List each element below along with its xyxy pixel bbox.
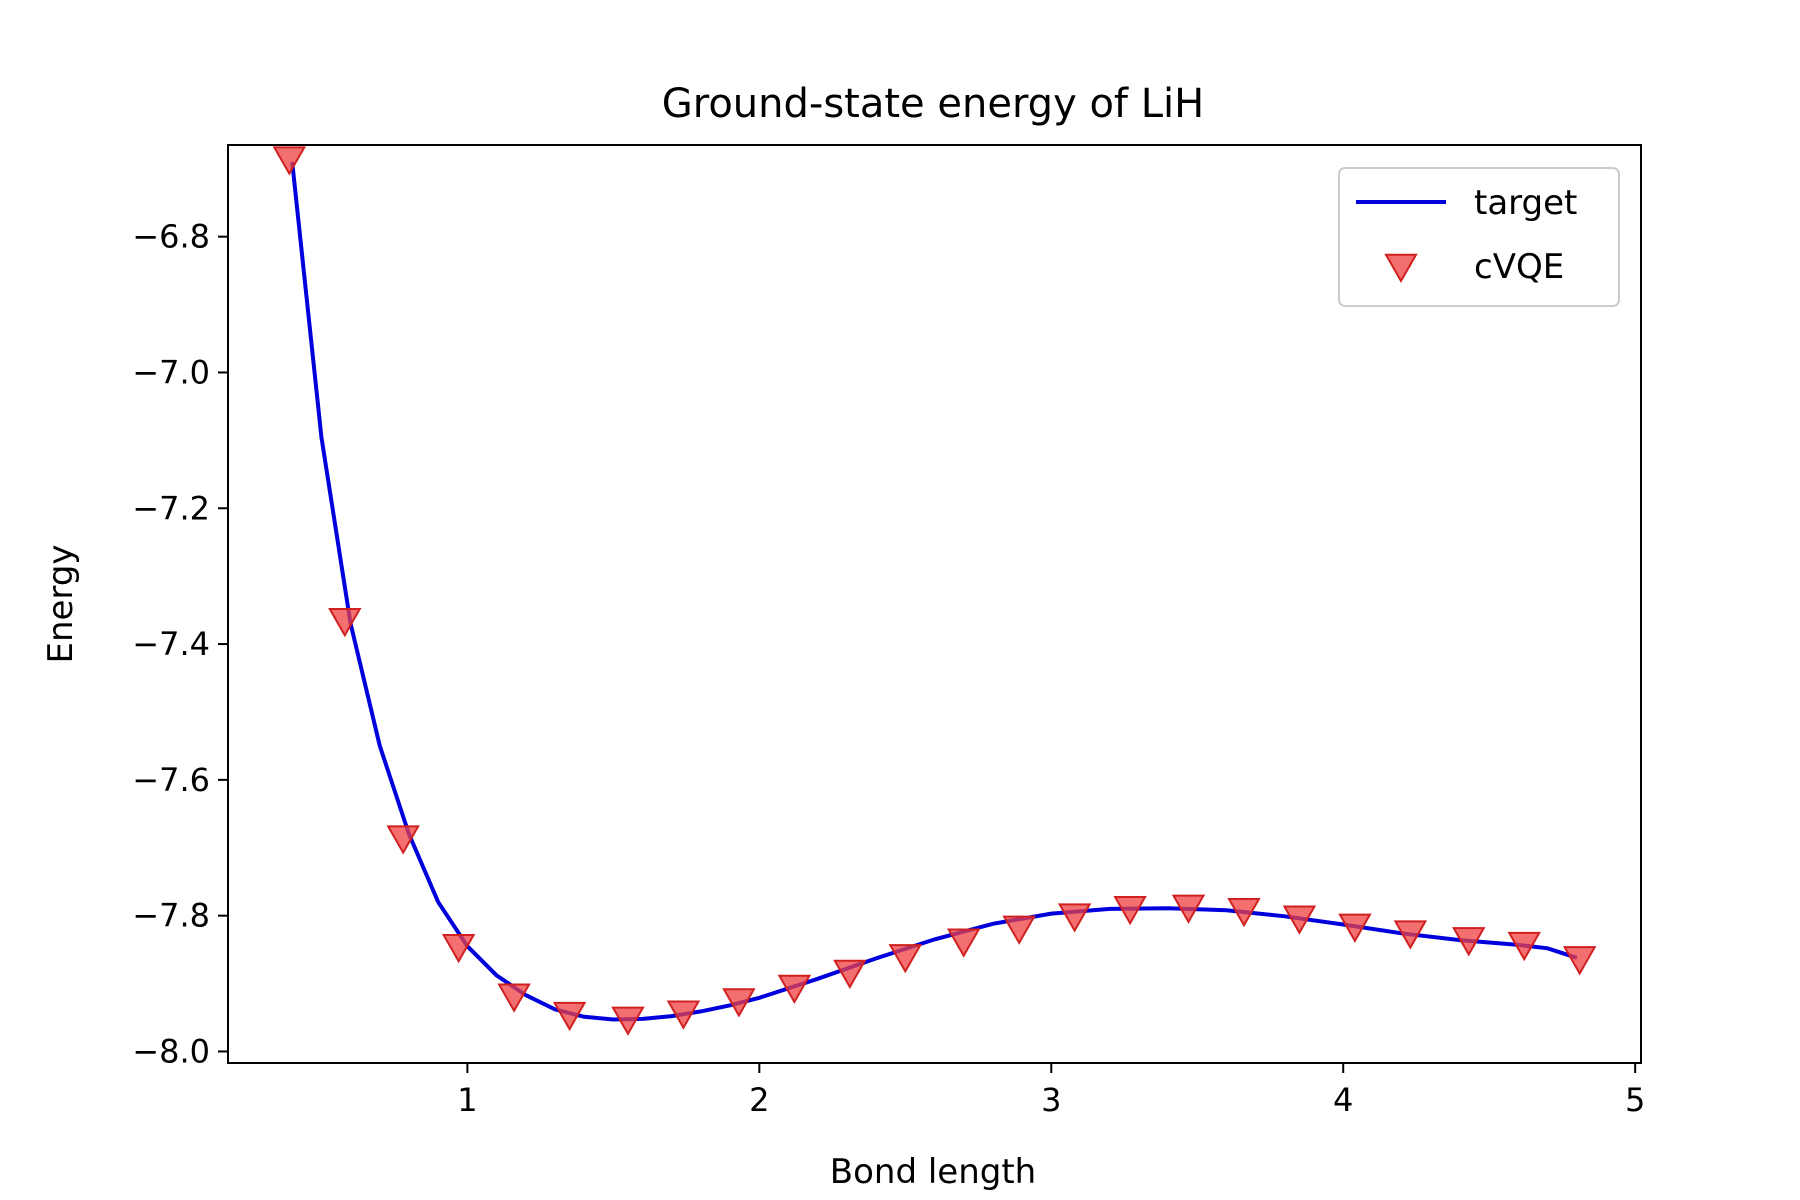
cvqe-point: [1057, 903, 1092, 933]
cvqe-point: [441, 933, 476, 964]
cvqe-point: [666, 1000, 701, 1030]
cvqe-point: [1002, 915, 1036, 945]
y-tick-label: −7.4: [132, 625, 210, 663]
legend-cvqe-marker: [1384, 253, 1418, 284]
cvqe-point: [552, 1001, 587, 1032]
cvqe-point: [777, 974, 812, 1004]
cvqe-point: [1562, 946, 1597, 976]
plot-frame: [227, 144, 1642, 1064]
cvqe-point: [1393, 920, 1428, 950]
y-axis-label: Energy: [41, 544, 81, 663]
cvqe-point: [272, 146, 307, 176]
cvqe-point: [888, 944, 923, 974]
x-tick-label: 5: [1625, 1081, 1645, 1119]
cvqe-point: [722, 988, 756, 1018]
cvqe-point: [833, 959, 867, 990]
cvqe-point: [1338, 913, 1372, 943]
x-tick-label: 4: [1333, 1081, 1353, 1119]
x-tick-label: 1: [457, 1081, 477, 1119]
y-axis: −8.0 −7.8 −7.6 −7.4 −7.2 −7.0 −6.8: [132, 218, 228, 1070]
y-tick-label: −6.8: [132, 218, 210, 256]
legend-target-label: target: [1474, 183, 1577, 223]
y-tick-label: −7.6: [132, 761, 210, 799]
legend: target cVQE: [1338, 167, 1620, 307]
plot-area: [272, 146, 1597, 1036]
x-tick-label: 2: [749, 1081, 769, 1119]
x-tick-label: 3: [1041, 1081, 1061, 1119]
cvqe-point: [1113, 895, 1147, 926]
y-tick-label: −8.0: [132, 1032, 210, 1070]
legend-cvqe-label: cVQE: [1474, 247, 1564, 287]
cvqe-point: [1507, 931, 1541, 962]
y-tick-label: −7.0: [132, 353, 210, 391]
cvqe-point: [946, 928, 981, 958]
cvqe-point: [611, 1006, 645, 1036]
cvqe-point: [497, 983, 531, 1013]
x-axis-label: Bond length: [830, 1152, 1036, 1192]
x-axis: 1 2 3 4 5: [457, 1063, 1645, 1119]
y-tick-label: −7.2: [132, 489, 210, 527]
cvqe-point: [1227, 897, 1261, 928]
cvqe-point: [1282, 905, 1317, 935]
chart-title: Ground-state energy of LiH: [662, 81, 1204, 127]
cvqe-point: [1171, 894, 1206, 924]
cvqe-point: [328, 608, 362, 638]
cvqe-point: [1452, 927, 1486, 957]
y-tick-label: −7.8: [132, 897, 210, 935]
cvqe-point: [386, 825, 420, 855]
